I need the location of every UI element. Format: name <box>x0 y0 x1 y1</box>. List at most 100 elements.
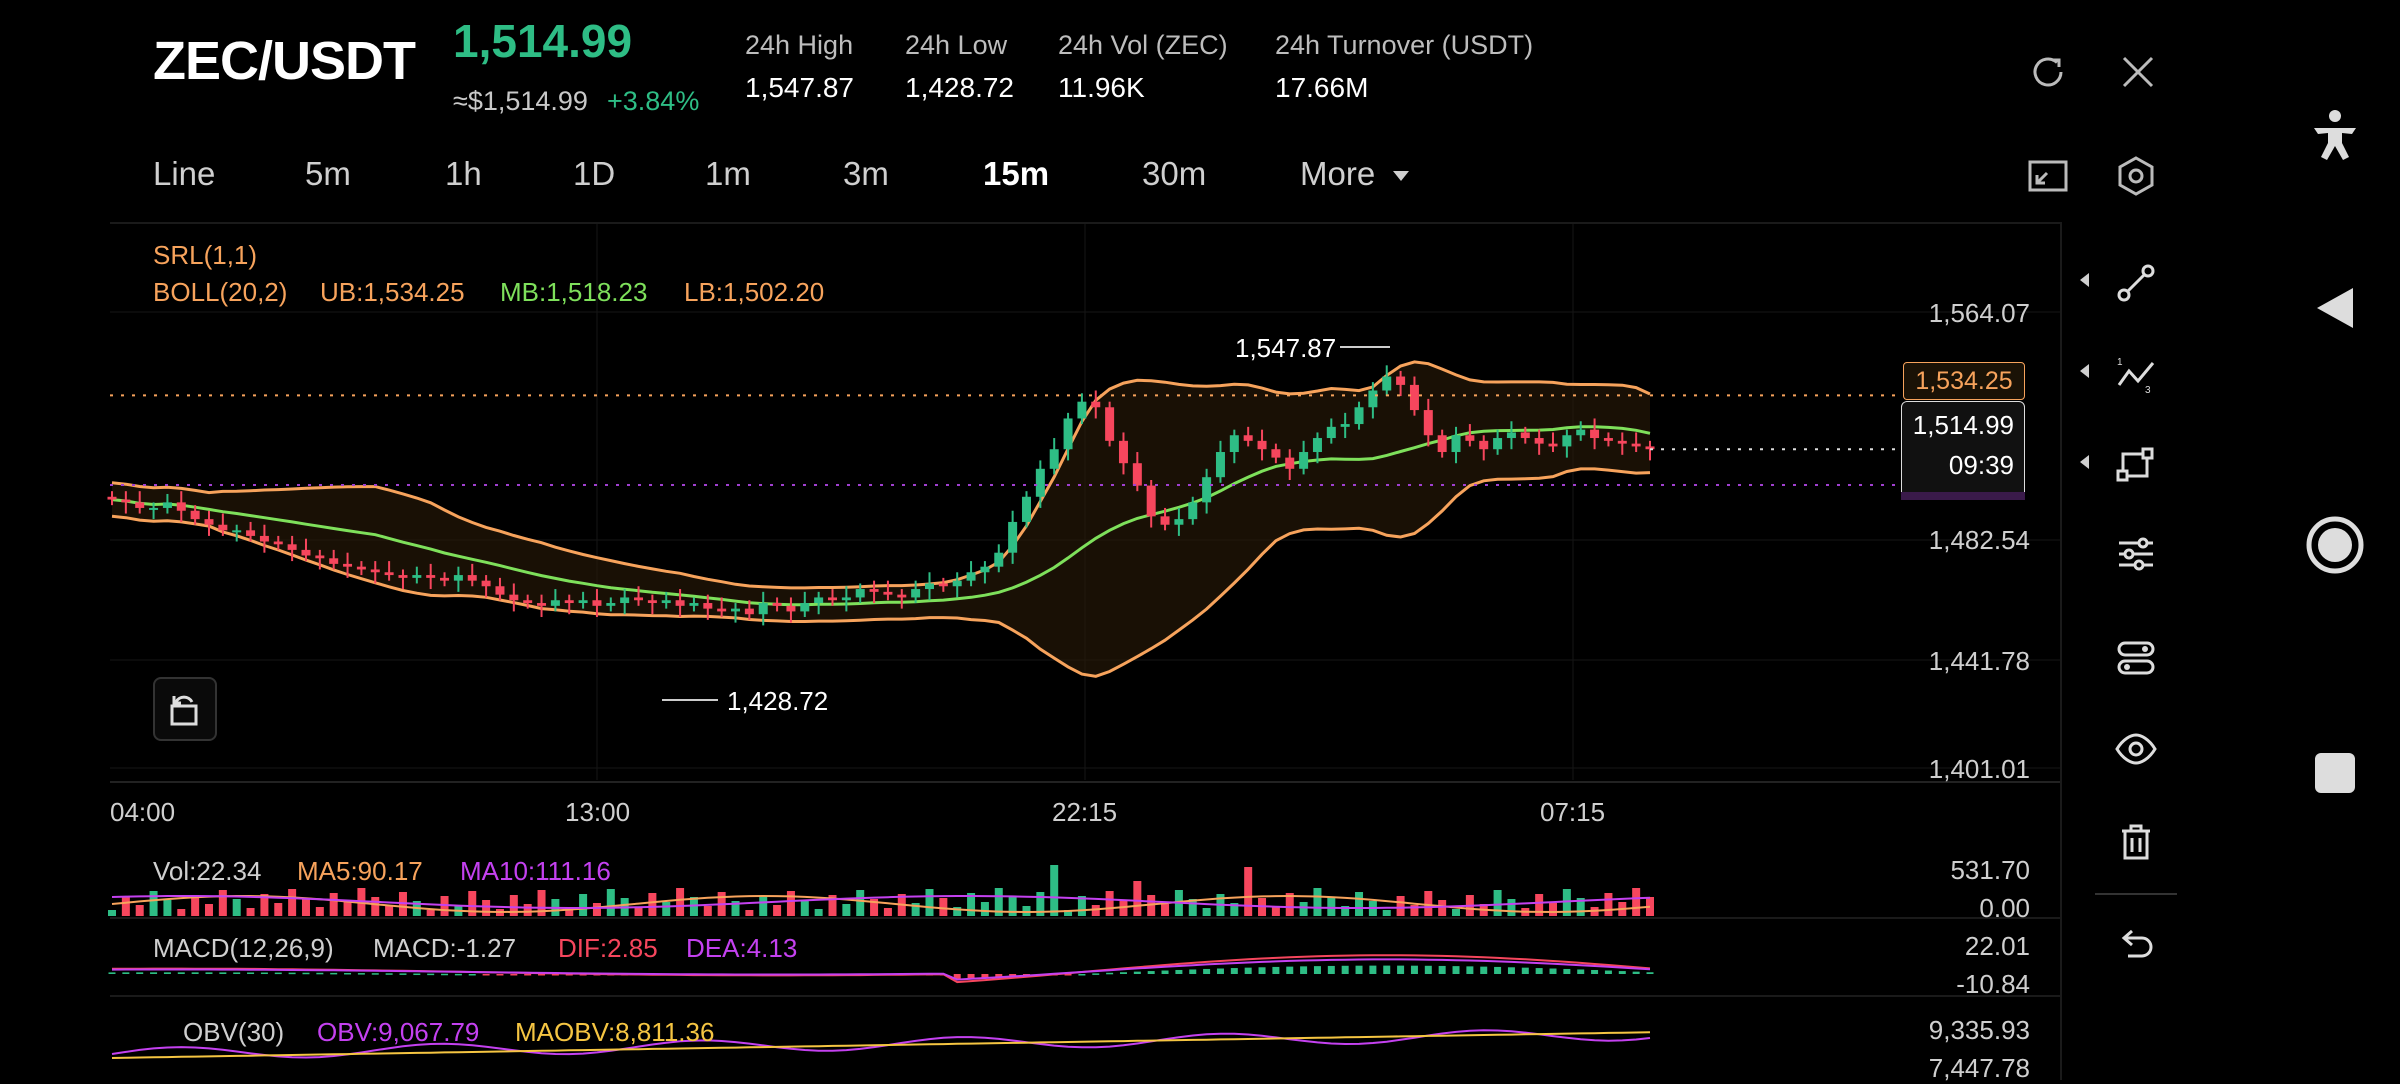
candle-body <box>259 535 269 542</box>
macd-bar <box>205 972 213 974</box>
volume-bar <box>1161 904 1170 916</box>
macd-bar <box>1203 968 1211 974</box>
macd-bar <box>1521 967 1529 974</box>
candle-body <box>1368 390 1378 408</box>
volume-bar <box>329 893 338 916</box>
volume-bar <box>1008 897 1017 916</box>
srl-indicator: SRL(1,1) <box>153 240 258 270</box>
indicator-settings-icon[interactable] <box>2100 518 2172 590</box>
volume-bar <box>676 888 685 916</box>
tab-1d[interactable]: 1D <box>573 155 616 192</box>
macd-bar <box>260 972 268 975</box>
volume-bar <box>1438 900 1447 916</box>
vol-tick: 0.00 <box>1979 893 2030 923</box>
candle-body <box>550 600 560 606</box>
macd-bar <box>1604 970 1612 974</box>
candle-body <box>537 603 547 606</box>
candle-body <box>1202 477 1212 503</box>
volume-bar <box>1230 903 1239 916</box>
macd-tick: 22.01 <box>1964 931 2030 961</box>
volume-bar <box>870 899 879 916</box>
tab-line[interactable]: Line <box>153 155 216 192</box>
volume-bar <box>828 895 837 916</box>
maobv-value: MAOBV:8,811.36 <box>515 1017 715 1047</box>
candle-body <box>1160 516 1170 525</box>
home-icon[interactable] <box>2300 510 2370 580</box>
volume-bar <box>385 906 394 916</box>
candle-body <box>1326 426 1336 439</box>
price-tick: 1,401.01 <box>1928 754 2030 784</box>
volume-bar <box>773 905 782 916</box>
volume-bar <box>786 891 795 916</box>
candle-body <box>758 603 768 615</box>
macd-value: MACD:-1.27 <box>373 933 517 963</box>
boll-upper-line <box>111 360 1651 590</box>
back-icon[interactable] <box>2305 278 2365 338</box>
volume-bar <box>191 895 200 916</box>
fullscreen-icon[interactable] <box>2020 148 2076 204</box>
candle-body <box>578 600 588 604</box>
shape-icon[interactable] <box>2100 429 2172 501</box>
recents-icon[interactable] <box>2305 743 2365 803</box>
svg-text:3: 3 <box>2145 385 2151 395</box>
candle-body <box>1243 435 1253 441</box>
tab-3m[interactable]: 3m <box>843 155 889 192</box>
macd-bar <box>385 973 393 975</box>
trendline-icon[interactable] <box>2100 247 2172 319</box>
candle-body <box>1146 485 1156 517</box>
macd-bar <box>1549 968 1557 974</box>
candle-body <box>190 510 200 520</box>
candle-body <box>246 530 256 536</box>
candle-body <box>370 569 380 573</box>
tab-1h[interactable]: 1h <box>445 155 482 192</box>
tab-30m[interactable]: 30m <box>1142 155 1207 192</box>
refresh-icon[interactable] <box>2020 44 2076 100</box>
macd-bar <box>1452 966 1460 974</box>
candle-body <box>564 600 574 604</box>
volume-bar <box>1507 899 1516 916</box>
current-price-tag[interactable]: 1,514.99 09:39 <box>1901 401 2025 499</box>
volume-bar <box>814 909 823 916</box>
close-icon[interactable] <box>2110 44 2166 100</box>
tab-more[interactable]: More <box>1300 155 1410 193</box>
indicator-toggle-icon[interactable] <box>2100 622 2172 694</box>
vol-value: Vol:22.34 <box>153 856 262 886</box>
candle-body <box>1063 418 1073 450</box>
delete-icon[interactable] <box>2100 806 2172 878</box>
macd-bar <box>454 973 462 976</box>
volume-bar <box>1576 898 1585 916</box>
macd-bar <box>1355 965 1363 974</box>
candle-body <box>1174 519 1184 525</box>
volume-bar <box>301 898 310 916</box>
volume-bar <box>911 903 920 916</box>
accessibility-icon[interactable] <box>2305 105 2365 165</box>
macd-bar <box>1078 974 1086 976</box>
volume-bar <box>218 890 227 916</box>
tab-15m[interactable]: 15m <box>983 155 1050 192</box>
candle-body <box>606 603 616 606</box>
macd-bar <box>981 974 989 979</box>
macd-bar <box>496 974 504 976</box>
candle-body <box>772 603 782 606</box>
macd-bar <box>1286 966 1294 974</box>
candle-body <box>1562 435 1572 447</box>
price-tick: 1,482.54 <box>1928 525 2030 555</box>
candle-body <box>1437 435 1447 453</box>
visibility-icon[interactable] <box>2100 713 2172 785</box>
candle-body <box>356 566 366 570</box>
obv-tick: 9,335.93 <box>1928 1015 2030 1045</box>
tab-1m[interactable]: 1m <box>705 155 751 192</box>
undo-icon[interactable] <box>2100 910 2172 982</box>
reset-view-button[interactable] <box>153 677 217 741</box>
settings-icon[interactable] <box>2108 148 2164 204</box>
boll-middle-line <box>111 425 1651 607</box>
candle-body <box>1035 468 1045 497</box>
volume-bar <box>592 903 601 916</box>
candle-body <box>204 519 214 525</box>
volume-bar <box>343 902 352 916</box>
tab-5m[interactable]: 5m <box>305 155 351 192</box>
volume-bar <box>994 888 1003 916</box>
pair-title: ZEC/USDT <box>153 31 416 91</box>
